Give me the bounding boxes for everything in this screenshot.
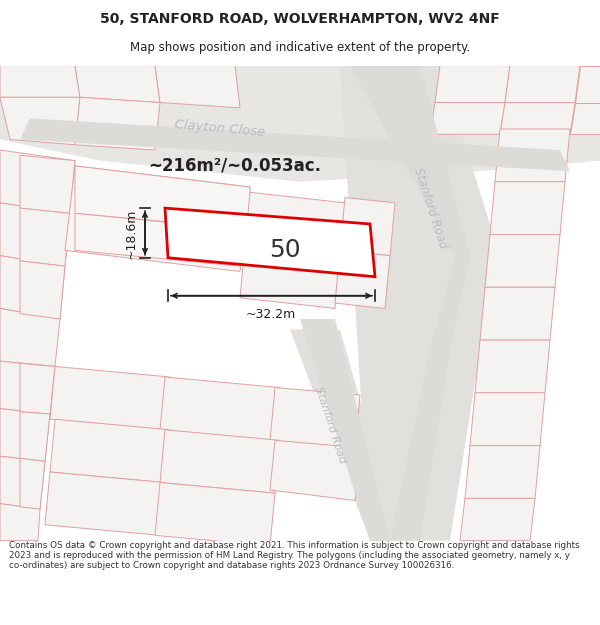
Polygon shape [570,102,600,134]
Polygon shape [0,361,55,414]
Text: ~18.6m: ~18.6m [125,208,138,259]
Polygon shape [0,308,60,366]
Polygon shape [430,102,505,134]
Polygon shape [300,319,390,541]
Polygon shape [0,98,80,145]
Text: Stanford Road: Stanford Road [313,385,347,464]
Polygon shape [490,182,565,234]
Polygon shape [75,66,160,102]
Polygon shape [75,166,250,229]
Polygon shape [270,441,360,501]
Polygon shape [50,419,170,482]
Text: ~32.2m: ~32.2m [246,308,296,321]
Polygon shape [20,208,70,266]
Polygon shape [245,192,345,256]
Polygon shape [65,166,250,271]
Text: Map shows position and indicative extent of the property.: Map shows position and indicative extent… [130,41,470,54]
Polygon shape [0,504,40,541]
Polygon shape [340,66,450,541]
Polygon shape [75,213,240,266]
Polygon shape [475,340,550,393]
Polygon shape [495,129,570,182]
Polygon shape [20,412,50,461]
Text: 50: 50 [269,238,301,262]
Polygon shape [165,208,375,277]
Text: Contains OS data © Crown copyright and database right 2021. This information is : Contains OS data © Crown copyright and d… [9,541,580,571]
Polygon shape [435,66,510,102]
Text: Stanford Road: Stanford Road [411,166,449,251]
Polygon shape [20,118,570,171]
Polygon shape [75,98,160,150]
Polygon shape [155,482,275,546]
Polygon shape [0,256,65,319]
Polygon shape [390,66,500,541]
Polygon shape [20,156,75,213]
Polygon shape [0,66,80,98]
Polygon shape [0,66,600,541]
Polygon shape [0,203,70,266]
Text: Clayton Close: Clayton Close [174,119,266,139]
Polygon shape [460,498,535,541]
Polygon shape [0,456,45,509]
Polygon shape [465,446,540,498]
Polygon shape [270,388,360,448]
Polygon shape [480,288,555,340]
Polygon shape [505,66,580,102]
Polygon shape [20,458,45,509]
Polygon shape [45,472,165,536]
Polygon shape [50,366,170,430]
Polygon shape [0,409,50,461]
Polygon shape [160,430,280,493]
Polygon shape [500,102,575,134]
Polygon shape [575,66,600,102]
Polygon shape [470,393,545,446]
Polygon shape [20,261,65,319]
Polygon shape [155,66,240,108]
Polygon shape [160,377,280,441]
Polygon shape [0,66,600,182]
Polygon shape [240,245,340,308]
Polygon shape [0,150,75,213]
Polygon shape [485,234,560,288]
Polygon shape [290,329,400,541]
Polygon shape [20,363,55,414]
Text: 50, STANFORD ROAD, WOLVERHAMPTON, WV2 4NF: 50, STANFORD ROAD, WOLVERHAMPTON, WV2 4N… [100,12,500,26]
Text: ~216m²/~0.053ac.: ~216m²/~0.053ac. [149,157,322,175]
Polygon shape [335,251,390,308]
Polygon shape [350,66,470,541]
Polygon shape [340,198,395,256]
